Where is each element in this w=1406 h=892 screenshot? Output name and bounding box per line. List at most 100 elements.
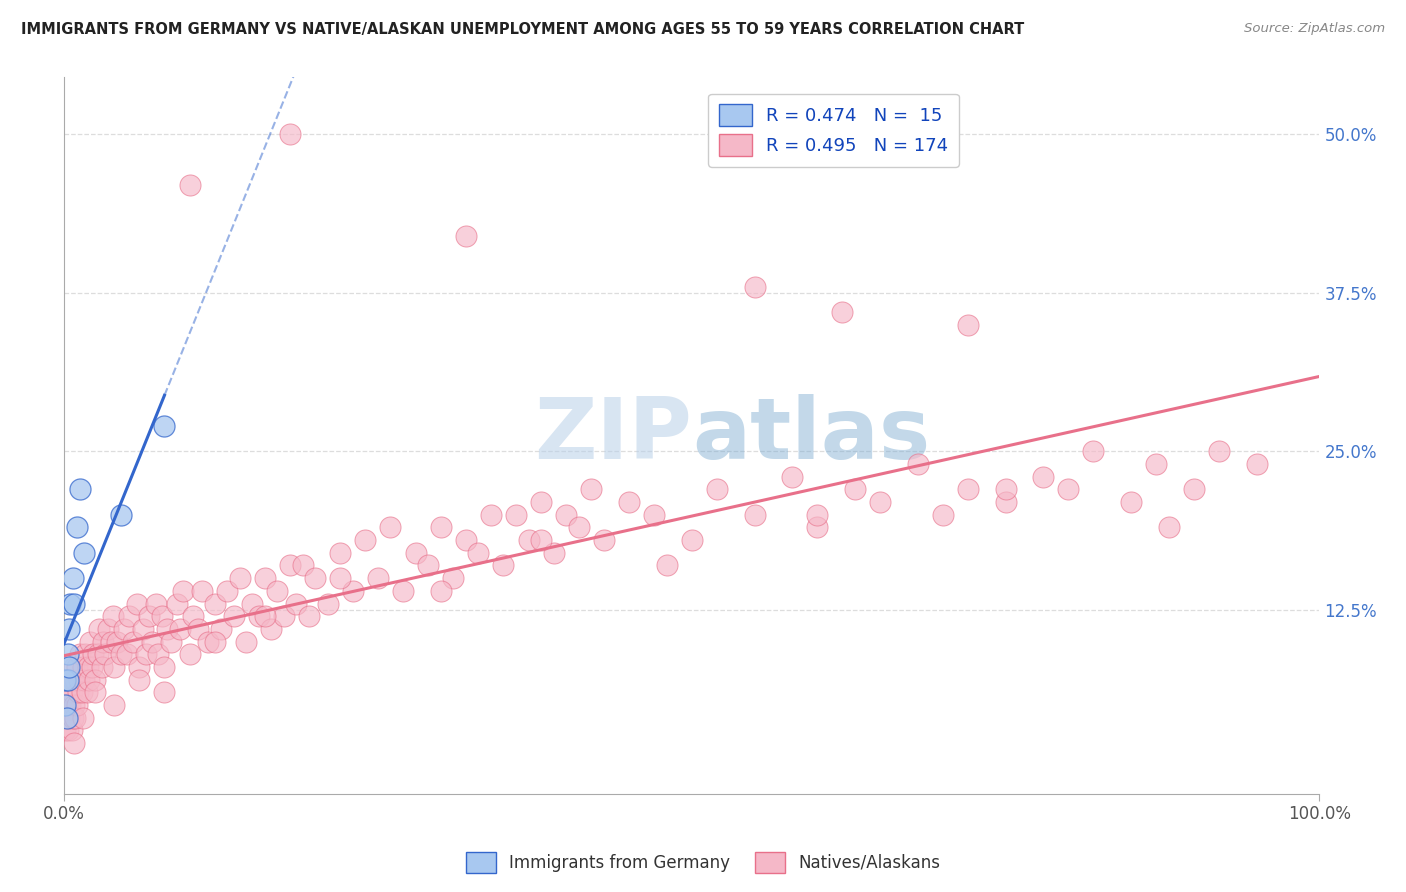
Point <box>62 673 84 687</box>
Point <box>278 128 301 142</box>
Point <box>166 597 188 611</box>
Point <box>76 685 98 699</box>
Point <box>517 533 540 548</box>
Point <box>266 583 288 598</box>
Point <box>1057 483 1080 497</box>
Point <box>285 597 308 611</box>
Point <box>1121 495 1143 509</box>
Point <box>128 673 150 687</box>
Point <box>53 698 76 712</box>
Point <box>568 520 591 534</box>
Point <box>405 546 427 560</box>
Point <box>56 698 79 712</box>
Point <box>172 583 194 598</box>
Point <box>150 609 173 624</box>
Point <box>617 495 640 509</box>
Point <box>555 508 578 522</box>
Point <box>153 660 176 674</box>
Point <box>209 622 232 636</box>
Point <box>56 723 79 738</box>
Point <box>342 583 364 598</box>
Point <box>72 711 94 725</box>
Point <box>298 609 321 624</box>
Point <box>53 673 76 687</box>
Point <box>392 583 415 598</box>
Point <box>60 685 83 699</box>
Point <box>1032 469 1054 483</box>
Point <box>994 495 1017 509</box>
Point <box>100 634 122 648</box>
Point <box>89 622 111 636</box>
Point <box>492 558 515 573</box>
Point <box>60 723 83 738</box>
Point <box>79 634 101 648</box>
Point <box>138 609 160 624</box>
Point <box>429 583 451 598</box>
Point <box>304 571 326 585</box>
Point <box>128 660 150 674</box>
Legend: R = 0.474   N =  15, R = 0.495   N = 174: R = 0.474 N = 15, R = 0.495 N = 174 <box>709 94 959 167</box>
Point <box>101 609 124 624</box>
Text: ZIP: ZIP <box>534 394 692 477</box>
Point <box>273 609 295 624</box>
Point <box>56 647 79 661</box>
Point <box>59 698 82 712</box>
Point <box>62 571 84 585</box>
Point <box>441 571 464 585</box>
Point <box>55 685 77 699</box>
Point <box>94 647 117 661</box>
Point <box>84 673 107 687</box>
Point <box>260 622 283 636</box>
Point <box>643 508 665 522</box>
Point <box>1157 520 1180 534</box>
Point <box>110 647 132 661</box>
Point <box>69 647 91 661</box>
Point <box>806 520 828 534</box>
Point <box>247 609 270 624</box>
Point <box>103 660 125 674</box>
Point <box>1083 444 1105 458</box>
Point <box>179 647 201 661</box>
Point <box>1144 457 1167 471</box>
Text: atlas: atlas <box>692 394 929 477</box>
Point <box>530 495 553 509</box>
Point <box>429 520 451 534</box>
Point <box>112 622 135 636</box>
Point <box>367 571 389 585</box>
Point <box>229 571 252 585</box>
Point <box>1182 483 1205 497</box>
Point <box>122 634 145 648</box>
Point <box>780 469 803 483</box>
Point <box>118 609 141 624</box>
Point <box>145 597 167 611</box>
Point <box>58 660 80 674</box>
Point <box>655 558 678 573</box>
Point <box>77 660 100 674</box>
Point <box>806 508 828 522</box>
Point <box>197 634 219 648</box>
Point <box>907 457 929 471</box>
Point <box>65 520 87 534</box>
Point <box>63 660 86 674</box>
Point <box>169 622 191 636</box>
Point <box>63 597 86 611</box>
Point <box>932 508 955 522</box>
Point <box>55 711 77 725</box>
Point <box>380 520 402 534</box>
Point <box>505 508 527 522</box>
Point <box>63 698 86 712</box>
Point <box>90 660 112 674</box>
Point <box>69 483 91 497</box>
Point <box>125 597 148 611</box>
Point <box>454 228 477 243</box>
Point <box>706 483 728 497</box>
Point <box>87 647 110 661</box>
Text: Source: ZipAtlas.com: Source: ZipAtlas.com <box>1244 22 1385 36</box>
Point <box>58 622 80 636</box>
Point <box>115 647 138 661</box>
Point <box>329 546 352 560</box>
Point <box>63 736 86 750</box>
Point <box>153 419 176 434</box>
Point <box>316 597 339 611</box>
Point <box>66 685 89 699</box>
